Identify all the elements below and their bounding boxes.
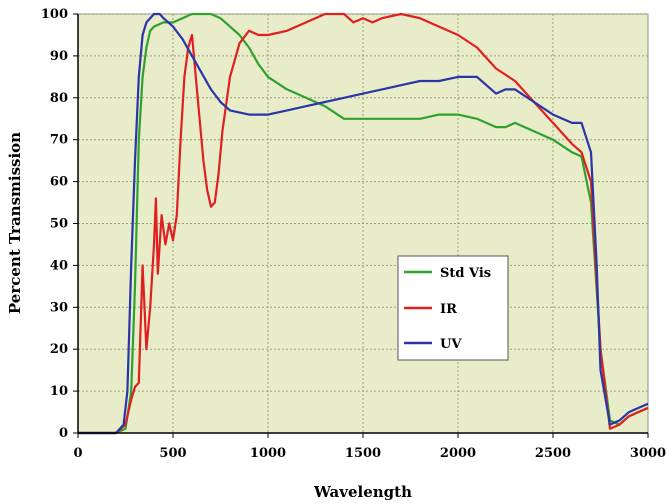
x-tick-label: 500 [159,446,186,461]
y-axis-title: Percent Transmission [6,132,24,314]
y-tick-label: 40 [50,258,68,273]
y-tick-label: 90 [50,49,68,64]
x-tick-label: 0 [73,446,82,461]
x-tick-label: 1500 [345,446,381,461]
x-tick-label: 1000 [250,446,286,461]
y-tick-label: 60 [50,175,68,190]
series-line-ir [78,12,649,435]
legend-label-ir: IR [440,302,457,317]
y-tick-label: 70 [50,133,68,148]
y-tick-label: 30 [50,300,68,315]
y-tick-labels: 0 10 20 30 40 50 60 70 80 90 100 [41,7,78,441]
legend-label-uv: UV [440,337,462,352]
y-tick-label: 10 [50,384,68,399]
y-tick-label: 80 [50,91,68,106]
y-tick-label: 100 [41,7,68,22]
series-line-uv [78,12,649,435]
x-axis-title: Wavelength [313,483,412,501]
y-tick-label: 50 [50,217,68,232]
y-tick-label: 20 [50,342,68,357]
x-tick-label: 2000 [440,446,476,461]
legend: Std Vis IR UV [397,255,509,361]
x-tick-labels: 0 500 1000 1500 2000 2500 3000 [73,433,666,461]
series-layer [78,12,649,435]
y-tick-label: 0 [59,426,68,441]
x-tick-label: 2500 [535,446,571,461]
legend-label-std-vis: Std Vis [440,266,491,281]
x-tick-label: 3000 [630,446,666,461]
series-line-std-vis [78,12,649,435]
